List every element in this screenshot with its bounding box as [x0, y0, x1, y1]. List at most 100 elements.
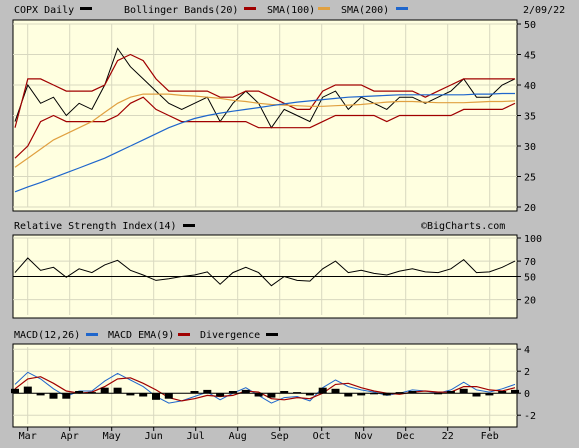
macd-plot-area: [12, 343, 518, 428]
divergence-bar: [408, 391, 417, 394]
divergence-bar: [254, 393, 263, 397]
divergence-bar: [318, 387, 327, 394]
divergence-bar: [331, 388, 340, 394]
macd-ema-9-line: [14, 376, 516, 402]
rsi-tick-label: 70: [524, 257, 536, 268]
divergence-bar: [11, 388, 19, 394]
rsi-label: Relative Strength Index(14): [14, 221, 177, 232]
divergence-bar: [280, 391, 289, 394]
divergence-bar: [446, 391, 455, 394]
rsi-tick-label: 50: [524, 273, 536, 284]
macd-legend-swatch: [86, 333, 98, 336]
divergence-bar: [36, 393, 45, 396]
divergence-bar: [62, 393, 71, 399]
rsi-panel: Relative Strength Index(14) ©BigCharts.c…: [12, 221, 542, 319]
divergence-bar: [485, 393, 494, 396]
divergence-bar: [216, 393, 225, 397]
divergence-bar: [382, 393, 391, 396]
divergence-bar: [87, 392, 96, 394]
price-tick-label: 45: [524, 51, 536, 62]
macd-ema-label: MACD EMA(9): [108, 330, 174, 341]
macd-y-ticks: -2 0 2 4: [517, 345, 536, 422]
divergence-bar: [203, 389, 212, 394]
bollinger-bands-20-lower-line: [14, 96, 516, 159]
x-tick-label: Jun: [145, 431, 163, 442]
rsi-series: [14, 257, 516, 287]
copx-daily-line: [14, 47, 516, 129]
divergence-bar: [293, 392, 302, 394]
symbol-label: COPX Daily: [14, 5, 74, 16]
macd-label: MACD(12,26): [14, 330, 80, 341]
price-panel: COPX Daily Bollinger Bands(20) SMA(100) …: [12, 5, 565, 214]
divergence-bar: [344, 393, 353, 397]
price-legend-swatch: [80, 7, 92, 10]
divergence-bar: [472, 393, 481, 397]
divergence-label: Divergence: [200, 330, 260, 341]
divergence-bar: [498, 391, 507, 394]
divergence-bar: [459, 388, 468, 394]
bollinger-label: Bollinger Bands(20): [124, 5, 238, 16]
date-label: 2/09/22: [523, 5, 565, 16]
x-tick-label: Dec: [397, 431, 415, 442]
divergence-bar: [113, 387, 122, 394]
rsi-grid: [13, 237, 517, 315]
macd-tick-label: -2: [524, 411, 536, 422]
divergence-legend-swatch: [266, 333, 278, 336]
x-tick-label: Feb: [481, 431, 499, 442]
macd-series: [11, 371, 519, 404]
divergence-bar: [267, 393, 276, 398]
divergence-bar: [100, 387, 109, 394]
divergence-bar: [152, 393, 160, 400]
x-tick-label: Jul: [187, 431, 205, 442]
divergence-bar: [126, 393, 135, 396]
divergence-bar: [241, 389, 250, 394]
divergence-bar: [434, 393, 443, 395]
x-tick-label: Sep: [271, 431, 289, 442]
divergence-bar: [357, 393, 366, 396]
divergence-bar: [23, 386, 32, 394]
price-y-ticks: 20 25 30 35 40 45 50: [517, 20, 536, 214]
x-tick-label: 22: [442, 431, 454, 442]
divergence-bar: [511, 389, 519, 394]
macd-tick-label: 2: [524, 367, 530, 378]
watermark: ©BigCharts.com: [421, 221, 505, 232]
x-tick-label: Aug: [229, 431, 247, 442]
sma100-label: SMA(100): [267, 5, 315, 16]
x-tick-label: May: [103, 431, 121, 442]
price-tick-label: 30: [524, 142, 536, 153]
rsi-y-ticks: 20 50 70 100: [517, 234, 542, 307]
price-tick-label: 50: [524, 20, 536, 31]
x-tick-label: Oct: [313, 431, 331, 442]
bollinger-bands-20-line: [14, 53, 515, 128]
macd-tick-label: 4: [524, 345, 530, 356]
bollinger-legend-swatch: [244, 7, 256, 10]
macd-tick-label: 0: [524, 389, 530, 400]
macd-panel: MACD(12,26) MACD EMA(9) Divergence -2 0 2 4: [11, 330, 536, 428]
divergence-bar: [49, 393, 58, 399]
divergence-bar: [139, 393, 148, 397]
divergence-bar: [75, 391, 84, 394]
x-tick-label: Mar: [19, 431, 37, 442]
macd-ema-legend-swatch: [178, 333, 190, 336]
sma-200-line: [14, 92, 515, 193]
x-tick-label: Apr: [61, 431, 79, 442]
sma200-label: SMA(200): [341, 5, 389, 16]
rsi-tick-label: 100: [524, 234, 542, 245]
divergence-bar: [164, 393, 173, 399]
x-axis-labels: Mar Apr May Jun Jul Aug Sep Oct Nov Dec 22 Feb: [19, 427, 499, 442]
x-tick-label: Nov: [355, 431, 373, 442]
divergence-bar: [395, 392, 404, 394]
rsi-legend-swatch: [183, 224, 195, 227]
rsi-tick-label: 20: [524, 296, 536, 307]
price-tick-label: 20: [524, 203, 536, 214]
price-tick-label: 40: [524, 81, 536, 92]
sma200-legend-swatch: [396, 7, 408, 10]
price-tick-label: 25: [524, 173, 536, 184]
sma100-legend-swatch: [318, 7, 330, 10]
price-tick-label: 35: [524, 112, 536, 123]
sma-100-line: [14, 93, 516, 168]
divergence-bar: [305, 393, 314, 396]
relative-strength-index-14-line: [14, 257, 516, 287]
